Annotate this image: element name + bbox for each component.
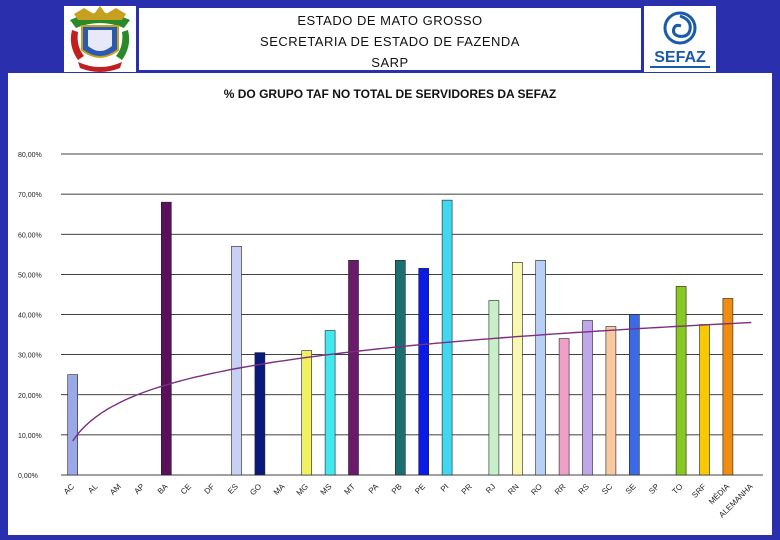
x-tick-label: SRF (690, 482, 708, 500)
x-tick-label: AL (86, 482, 100, 496)
y-tick-label: 50,00% (18, 272, 42, 279)
bar-ac (67, 374, 79, 476)
x-tick-label: DF (203, 482, 217, 496)
x-tick-label: PA (367, 482, 381, 496)
x-tick-label: AC (62, 482, 76, 496)
x-tick-label: RN (506, 482, 521, 497)
bar-mt (348, 260, 359, 476)
header-titles: ESTADO DE MATO GROSSO SECRETARIA DE ESTA… (137, 6, 643, 72)
header-department-name: SARP (371, 55, 409, 70)
x-tick-label: GO (248, 482, 263, 497)
x-tick-label: PB (390, 482, 404, 496)
x-tick-label: RO (529, 482, 544, 497)
sefaz-swirl-icon (663, 11, 697, 45)
y-tick-label: 10,00% (18, 433, 42, 440)
y-tick-label: 70,00% (18, 192, 42, 199)
bar-rj (488, 300, 500, 476)
header-state-name: ESTADO DE MATO GROSSO (297, 13, 483, 28)
x-tick-label: SP (647, 482, 661, 496)
y-tick-label: 40,00% (18, 313, 42, 320)
x-tick-label: RR (553, 482, 568, 497)
mato-grosso-coat-of-arms-icon (64, 6, 136, 72)
x-tick-label: SE (624, 482, 638, 496)
bar-ba (161, 201, 172, 476)
x-tick-label: TO (670, 482, 684, 496)
bar-rr (558, 338, 570, 476)
header-secretariat-name: SECRETARIA DE ESTADO DE FAZENDA (260, 34, 520, 49)
bar-to (675, 286, 687, 476)
sefaz-logo-text: SEFAZ (654, 49, 706, 66)
bar-sc (605, 326, 617, 476)
y-tick-label: 30,00% (18, 353, 42, 360)
x-tick-label: PR (460, 482, 474, 496)
y-tick-label: 0,00% (18, 473, 38, 480)
bar-pb (394, 260, 406, 476)
bar-srf (699, 324, 710, 476)
x-tick-label: SC (600, 482, 614, 496)
x-tick-label: RJ (484, 482, 497, 495)
x-tick-label: MG (295, 482, 310, 497)
y-tick-label: 80,00% (18, 152, 42, 159)
x-tick-label: RS (577, 482, 591, 496)
y-tick-label: 60,00% (18, 232, 42, 239)
x-tick-label: AP (132, 482, 146, 496)
bar-go (254, 352, 266, 476)
trendline (72, 321, 752, 442)
x-tick-label: MS (319, 482, 334, 497)
x-tick-label: ES (226, 482, 240, 496)
x-tick-label: PI (439, 482, 451, 494)
x-tick-label: MA (272, 482, 287, 497)
bar-rs (582, 320, 593, 476)
x-tick-label: CE (179, 482, 193, 496)
y-tick-label: 20,00% (18, 393, 42, 400)
bar-ms (324, 330, 336, 476)
x-tick-label: PE (413, 482, 427, 496)
bar-mg (301, 350, 313, 476)
bar-média (722, 298, 734, 476)
bar-rn (511, 262, 523, 476)
bar-ro (535, 260, 547, 476)
chart-panel: % DO GRUPO TAF NO TOTAL DE SERVIDORES DA… (8, 73, 772, 535)
chart-title: % DO GRUPO TAF NO TOTAL DE SERVIDORES DA… (223, 87, 557, 101)
bar-se (628, 314, 640, 476)
bar-pe (418, 268, 430, 476)
x-tick-label: BA (156, 482, 170, 496)
bar-es (231, 245, 242, 476)
bar-chart: 0,00% 10,00% 20,00% 30,00% 40,00% 50,00% 60,00… (18, 152, 763, 520)
x-tick-label: AM (108, 482, 123, 497)
sefaz-logo: SEFAZ (644, 6, 716, 72)
x-tick-label: MT (342, 482, 357, 497)
bar-pi (441, 199, 453, 476)
